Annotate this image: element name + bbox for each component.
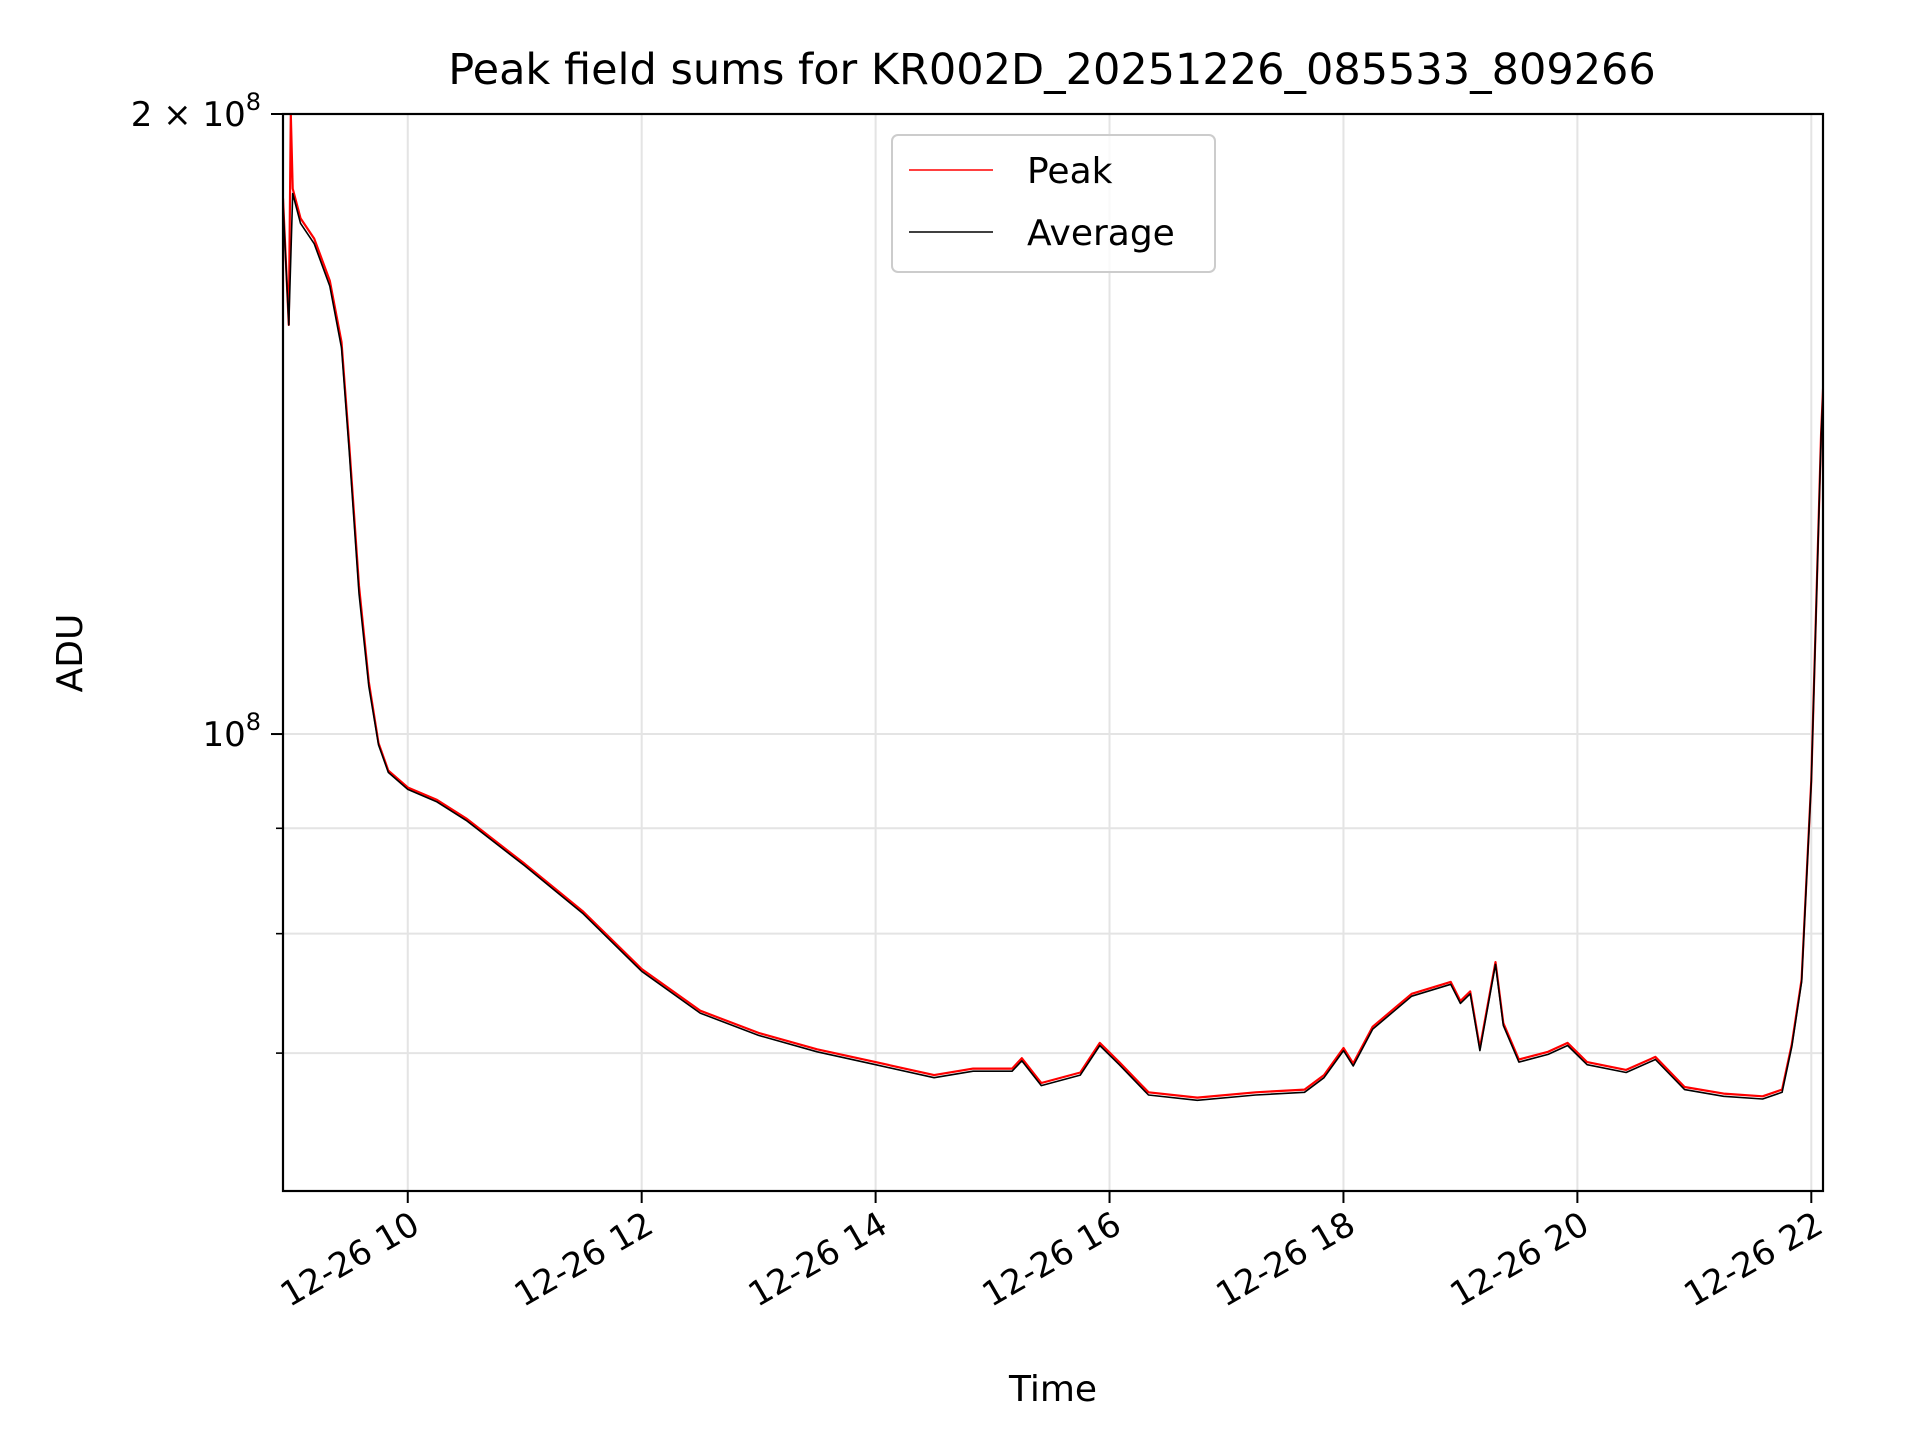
y-axis: 2 × 108 108: [131, 88, 283, 1054]
legend-label-average: Average: [1027, 213, 1175, 254]
legend: Peak Average: [891, 134, 1216, 273]
series-layer: [283, 114, 1823, 1102]
x-axis-label: Time: [1008, 1369, 1097, 1410]
legend-label-peak: Peak: [1027, 151, 1113, 192]
y-axis-label: ADU: [50, 614, 91, 693]
series-line-average: [283, 192, 1823, 1102]
plot-area-frame: [281, 112, 1825, 1193]
y-tick-label: 108: [202, 708, 261, 755]
y-tick-label: 2 × 108: [131, 88, 261, 135]
chart-title: Peak field sums for KR002D_20251226_0855…: [448, 45, 1656, 95]
